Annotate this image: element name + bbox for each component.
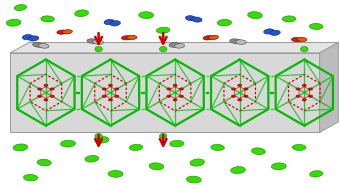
Circle shape	[102, 88, 106, 90]
Circle shape	[232, 88, 235, 90]
Circle shape	[38, 88, 41, 90]
Ellipse shape	[174, 43, 185, 48]
Ellipse shape	[37, 159, 51, 166]
Circle shape	[44, 99, 48, 101]
Circle shape	[238, 99, 242, 101]
Ellipse shape	[252, 148, 265, 155]
Ellipse shape	[208, 35, 219, 40]
Circle shape	[108, 99, 113, 101]
Ellipse shape	[33, 43, 43, 47]
Ellipse shape	[95, 133, 102, 139]
Ellipse shape	[6, 19, 21, 26]
Polygon shape	[10, 53, 320, 132]
Ellipse shape	[292, 144, 306, 150]
Ellipse shape	[38, 43, 49, 48]
Circle shape	[50, 88, 54, 90]
Ellipse shape	[310, 171, 323, 177]
Ellipse shape	[62, 30, 72, 34]
Circle shape	[44, 84, 48, 86]
Ellipse shape	[185, 16, 196, 21]
Ellipse shape	[203, 36, 213, 40]
Ellipse shape	[236, 40, 246, 44]
Circle shape	[167, 88, 171, 90]
Ellipse shape	[85, 155, 99, 162]
Ellipse shape	[110, 21, 120, 26]
Polygon shape	[10, 43, 338, 53]
Ellipse shape	[309, 23, 323, 29]
Ellipse shape	[301, 46, 308, 52]
Ellipse shape	[14, 5, 27, 11]
Ellipse shape	[291, 38, 302, 42]
Ellipse shape	[61, 140, 75, 147]
Ellipse shape	[139, 12, 154, 19]
Ellipse shape	[297, 37, 307, 42]
Ellipse shape	[93, 40, 103, 44]
Ellipse shape	[121, 36, 132, 40]
Ellipse shape	[169, 43, 179, 47]
Ellipse shape	[159, 46, 167, 52]
Circle shape	[180, 88, 183, 90]
Ellipse shape	[23, 174, 38, 181]
Circle shape	[238, 84, 242, 86]
Circle shape	[38, 95, 41, 97]
Circle shape	[244, 88, 248, 90]
Circle shape	[115, 95, 119, 97]
Ellipse shape	[95, 137, 109, 143]
Ellipse shape	[159, 133, 167, 139]
Ellipse shape	[248, 12, 262, 19]
Circle shape	[244, 95, 248, 97]
Circle shape	[115, 88, 119, 90]
Ellipse shape	[190, 159, 204, 166]
Ellipse shape	[108, 170, 123, 177]
Circle shape	[108, 84, 113, 86]
Circle shape	[102, 95, 106, 97]
Circle shape	[309, 95, 312, 97]
Ellipse shape	[75, 10, 88, 17]
Circle shape	[50, 95, 54, 97]
Ellipse shape	[57, 30, 67, 34]
Circle shape	[302, 99, 306, 101]
Circle shape	[173, 99, 177, 101]
Ellipse shape	[127, 35, 137, 40]
Ellipse shape	[217, 19, 232, 26]
Ellipse shape	[282, 16, 296, 22]
Ellipse shape	[129, 144, 143, 150]
Ellipse shape	[13, 144, 28, 151]
Ellipse shape	[156, 27, 170, 33]
Circle shape	[296, 95, 300, 97]
Ellipse shape	[87, 39, 98, 43]
Circle shape	[296, 88, 300, 90]
Ellipse shape	[230, 39, 240, 43]
Circle shape	[232, 95, 235, 97]
Ellipse shape	[211, 144, 224, 150]
Ellipse shape	[104, 19, 114, 25]
Ellipse shape	[270, 30, 280, 35]
Ellipse shape	[264, 29, 274, 34]
Circle shape	[302, 84, 306, 86]
Ellipse shape	[22, 35, 33, 40]
Ellipse shape	[95, 46, 102, 52]
Circle shape	[309, 88, 312, 90]
Circle shape	[167, 95, 171, 97]
Polygon shape	[320, 43, 338, 132]
Ellipse shape	[149, 163, 164, 170]
Circle shape	[180, 95, 183, 97]
Ellipse shape	[186, 176, 201, 183]
Ellipse shape	[29, 36, 39, 41]
Ellipse shape	[231, 167, 245, 174]
Ellipse shape	[271, 163, 286, 170]
Ellipse shape	[41, 16, 54, 22]
Circle shape	[173, 84, 177, 86]
Ellipse shape	[191, 17, 202, 22]
Ellipse shape	[170, 140, 184, 147]
